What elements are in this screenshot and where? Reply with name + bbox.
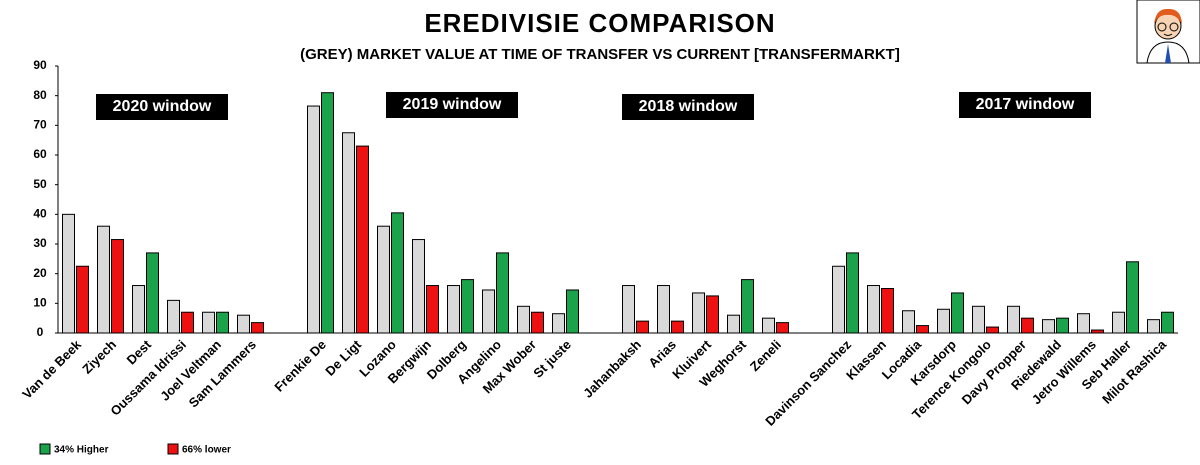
bar: [391, 212, 404, 334]
annotation: 2018 window: [639, 98, 738, 115]
y-tick-label: 70: [33, 118, 47, 132]
bar: [1042, 319, 1055, 334]
legend-swatch: [39, 443, 51, 455]
avatar-icon: [1136, 0, 1200, 64]
bar: [902, 310, 915, 334]
bar: [867, 285, 880, 334]
bar: [447, 285, 460, 334]
bar: [776, 322, 789, 334]
legend-label: 34% Higher: [54, 445, 109, 456]
bar: [552, 313, 565, 334]
bar: [916, 325, 929, 334]
bar: [517, 305, 530, 334]
bar: [986, 326, 999, 334]
bar: [62, 213, 75, 334]
annotation: 2020 window: [113, 98, 212, 115]
bar: [146, 252, 159, 334]
bar: [1056, 317, 1069, 334]
bar: [216, 311, 229, 334]
bar: [342, 132, 355, 334]
annotation-box: [959, 92, 1091, 118]
bar: [76, 265, 89, 334]
bar: [972, 305, 985, 334]
bar: [671, 320, 684, 334]
legend-label: 66% lower: [182, 445, 231, 456]
bar: [741, 279, 754, 334]
bar: [461, 279, 474, 334]
bar: [1112, 311, 1125, 334]
bar: [566, 289, 579, 334]
bar: [412, 239, 425, 334]
annotation-box: [386, 92, 518, 118]
y-tick-label: 90: [33, 58, 47, 72]
bar: [496, 252, 509, 334]
bar: [356, 145, 369, 334]
bar: [307, 105, 320, 334]
y-tick-label: 10: [33, 296, 47, 310]
bar: [181, 311, 194, 334]
annotation: 2019 window: [403, 96, 502, 113]
y-tick-label: 0: [37, 325, 44, 339]
bar: [622, 285, 635, 334]
bar: [692, 292, 705, 334]
bar: [657, 285, 670, 334]
y-tick-label: 60: [33, 147, 47, 161]
bar: [97, 225, 110, 334]
bar: [1077, 313, 1090, 334]
bar: [1161, 311, 1174, 334]
bar: [237, 314, 250, 334]
bar: [321, 92, 334, 334]
bar: [426, 285, 439, 334]
bar: [1021, 317, 1034, 334]
annotation-box: [96, 94, 228, 120]
bar: [111, 239, 124, 334]
bar: [251, 322, 264, 334]
chart-title: EREDIVISIE COMPARISON: [424, 8, 775, 38]
bar: [706, 295, 719, 334]
chart-subtitle: (GREY) MARKET VALUE AT TIME OF TRANSFER …: [300, 46, 900, 63]
bar: [832, 265, 845, 334]
bar: [202, 311, 215, 334]
legend-swatch: [167, 443, 179, 455]
bar: [762, 317, 775, 334]
y-tick-label: 20: [33, 266, 47, 280]
y-tick-label: 50: [33, 177, 47, 191]
bar: [482, 289, 495, 334]
bar: [1091, 329, 1104, 334]
annotation: 2017 window: [976, 96, 1075, 113]
bar: [1007, 305, 1020, 334]
y-tick-label: 30: [33, 236, 47, 250]
bar: [951, 292, 964, 334]
bar: [1126, 261, 1139, 334]
bar: [636, 320, 649, 334]
bar: [727, 314, 740, 334]
bar: [937, 308, 950, 334]
bar: [132, 285, 145, 334]
bar: [846, 252, 859, 334]
bar: [881, 288, 894, 334]
bar: [1147, 319, 1160, 334]
annotation-box: [622, 94, 754, 120]
bar: [531, 311, 544, 334]
bar: [377, 225, 390, 334]
y-tick-label: 80: [33, 88, 47, 102]
y-tick-label: 40: [33, 207, 47, 221]
bar: [167, 299, 180, 334]
